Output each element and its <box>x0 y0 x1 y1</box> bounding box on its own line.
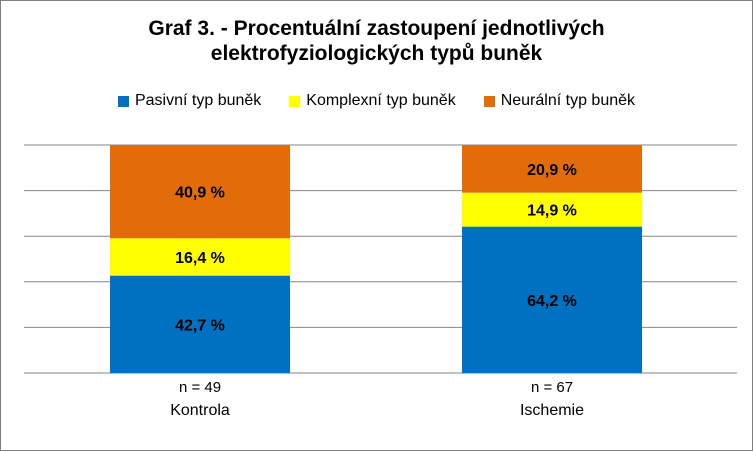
data-label-komplexni-kontrola: 16,4 % <box>175 250 225 267</box>
legend-label-neuralni: Neurální typ buněk <box>500 92 636 109</box>
data-label-neuralni-ischemie: 20,9 % <box>527 162 577 179</box>
category-label-kontrola: Kontrola <box>170 402 230 419</box>
category-kontrola: n = 49 Kontrola <box>100 379 300 421</box>
bar-segment-komplexni-kontrola <box>110 238 290 276</box>
category-n-ischemie: n = 67 <box>530 379 574 396</box>
chart-title-line-1: Graf 3. - Procentuální zastoupení jednot… <box>148 17 605 40</box>
category-label-ischemie: Ischemie <box>519 402 585 419</box>
legend-item-pasivni: Pasivní typ buněk <box>117 92 262 110</box>
legend-swatch-komplexni <box>289 95 301 107</box>
category-n-kontrola: n = 49 <box>178 379 222 396</box>
bar-segment-komplexni-ischemie <box>462 192 642 227</box>
data-label-neuralni-kontrola: 40,9 % <box>175 185 225 202</box>
chart-title-line-2: elektrofyziologických typů buněk <box>210 42 543 65</box>
bar-segment-pasivni-kontrola <box>110 275 290 373</box>
legend-swatch-neuralni <box>483 95 495 107</box>
chart-title: Graf 3. - Procentuální zastoupení jednot… <box>0 16 753 66</box>
bar-segment-neuralni-kontrola <box>110 145 290 239</box>
category-ischemie: n = 67 Ischemie <box>452 379 652 421</box>
legend-item-neuralni: Neurální typ buněk <box>483 92 636 110</box>
bar-segment-pasivni-ischemie <box>462 226 642 373</box>
legend: Pasivní typ buněk Komplexní typ buněk Ne… <box>0 92 753 110</box>
data-label-pasivni-ischemie: 64,2 % <box>527 293 577 310</box>
data-label-pasivni-kontrola: 42,7 % <box>175 317 225 334</box>
bar-segment-neuralni-ischemie <box>462 145 642 193</box>
legend-swatch-pasivni <box>117 95 129 107</box>
data-label-komplexni-ischemie: 14,9 % <box>527 203 577 220</box>
legend-label-pasivni: Pasivní typ buněk <box>134 92 262 109</box>
legend-label-komplexni: Komplexní typ buněk <box>306 92 456 109</box>
legend-item-komplexni: Komplexní typ buněk <box>289 92 456 110</box>
